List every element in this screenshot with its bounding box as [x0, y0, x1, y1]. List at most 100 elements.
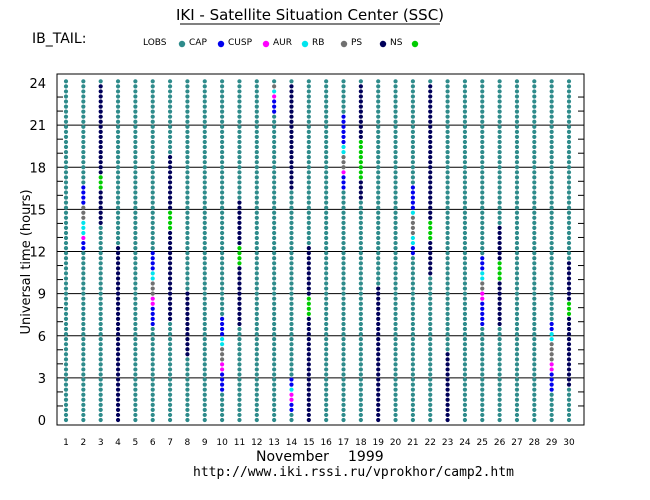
orbit-point	[272, 372, 277, 377]
orbit-point	[185, 382, 190, 387]
orbit-point	[514, 165, 520, 170]
orbit-point	[289, 392, 294, 397]
orbit-point	[324, 99, 329, 104]
orbit-point	[497, 246, 502, 251]
orbit-point	[306, 387, 311, 392]
orbit-point	[98, 94, 103, 99]
orbit-point	[289, 372, 294, 377]
orbit-point	[480, 392, 485, 397]
orbit-point	[202, 190, 207, 195]
orbit-point	[376, 407, 381, 412]
orbit-point	[167, 205, 173, 210]
legend-label-cap: CAP	[189, 38, 207, 48]
orbit-point	[63, 392, 69, 397]
orbit-point	[167, 367, 173, 372]
orbit-point	[497, 316, 502, 321]
orbit-point	[341, 129, 346, 134]
orbit-point	[167, 261, 173, 266]
orbit-point	[133, 139, 138, 145]
orbit-point	[98, 296, 103, 301]
orbit-point	[445, 175, 450, 180]
orbit-point	[480, 104, 485, 109]
orbit-point	[202, 144, 207, 150]
orbit-point	[393, 316, 398, 321]
orbit-point	[98, 397, 103, 402]
orbit-point	[272, 367, 277, 372]
orbit-point	[115, 326, 121, 332]
orbit-point	[549, 256, 554, 261]
orbit-point	[358, 271, 363, 276]
orbit-point	[532, 235, 537, 241]
orbit-point	[185, 291, 190, 296]
orbit-point	[254, 291, 259, 296]
orbit-point	[428, 144, 433, 150]
orbit-point	[376, 362, 381, 367]
orbit-point	[289, 311, 294, 316]
orbit-point	[410, 195, 415, 200]
orbit-point	[272, 337, 277, 342]
orbit-point	[410, 144, 415, 150]
orbit-point	[220, 316, 225, 321]
orbit-point	[202, 149, 207, 155]
orbit-point	[341, 230, 346, 236]
orbit-point	[532, 362, 537, 367]
legend-swatch-cap	[217, 40, 225, 48]
orbit-point	[376, 296, 381, 301]
orbit-point	[497, 94, 502, 99]
orbit-point	[272, 301, 277, 306]
orbit-point	[167, 331, 173, 337]
orbit-point	[393, 89, 398, 94]
orbit-point	[497, 392, 502, 397]
orbit-point	[81, 347, 86, 352]
orbit-point	[272, 190, 277, 195]
orbit-point	[324, 306, 329, 311]
orbit-point	[254, 94, 259, 99]
orbit-point	[410, 99, 415, 104]
orbit-point	[289, 352, 294, 357]
orbit-point	[63, 170, 69, 175]
orbit-point	[272, 230, 277, 236]
orbit-point	[98, 311, 103, 316]
orbit-point	[185, 251, 190, 256]
orbit-point	[410, 185, 415, 190]
orbit-point	[133, 225, 138, 231]
orbit-point	[220, 372, 225, 377]
orbit-point	[393, 367, 398, 372]
orbit-point	[237, 205, 242, 210]
orbit-point	[324, 372, 329, 377]
orbit-point	[254, 352, 259, 357]
orbit-point	[185, 124, 190, 129]
orbit-point	[63, 119, 69, 124]
x-tick-label-10: 10	[216, 438, 228, 448]
orbit-point	[220, 261, 225, 266]
orbit-point	[306, 114, 311, 119]
orbit-point	[497, 286, 502, 291]
orbit-point	[81, 79, 86, 84]
orbit-point	[462, 180, 468, 185]
orbit-point	[81, 316, 86, 321]
orbit-point	[220, 149, 225, 155]
orbit-point	[445, 306, 450, 311]
orbit-point	[532, 155, 537, 160]
orbit-point	[393, 397, 398, 402]
orbit-point	[202, 240, 207, 246]
orbit-point	[445, 261, 450, 266]
orbit-point	[549, 367, 554, 372]
legend-swatch-rb	[340, 40, 348, 48]
orbit-point	[202, 160, 207, 165]
orbit-point	[289, 337, 294, 342]
orbit-point	[81, 185, 86, 190]
orbit-point	[81, 235, 86, 241]
orbit-point	[445, 296, 450, 301]
orbit-point	[497, 402, 502, 407]
orbit-point	[81, 397, 86, 402]
orbit-point	[358, 412, 363, 418]
orbit-point	[306, 109, 311, 114]
orbit-point	[358, 79, 363, 84]
orbit-point	[220, 357, 225, 362]
orbit-point	[167, 246, 173, 251]
orbit-point	[185, 276, 190, 281]
orbit-point	[341, 266, 346, 271]
orbit-point	[185, 281, 190, 286]
orbit-point	[98, 256, 103, 261]
